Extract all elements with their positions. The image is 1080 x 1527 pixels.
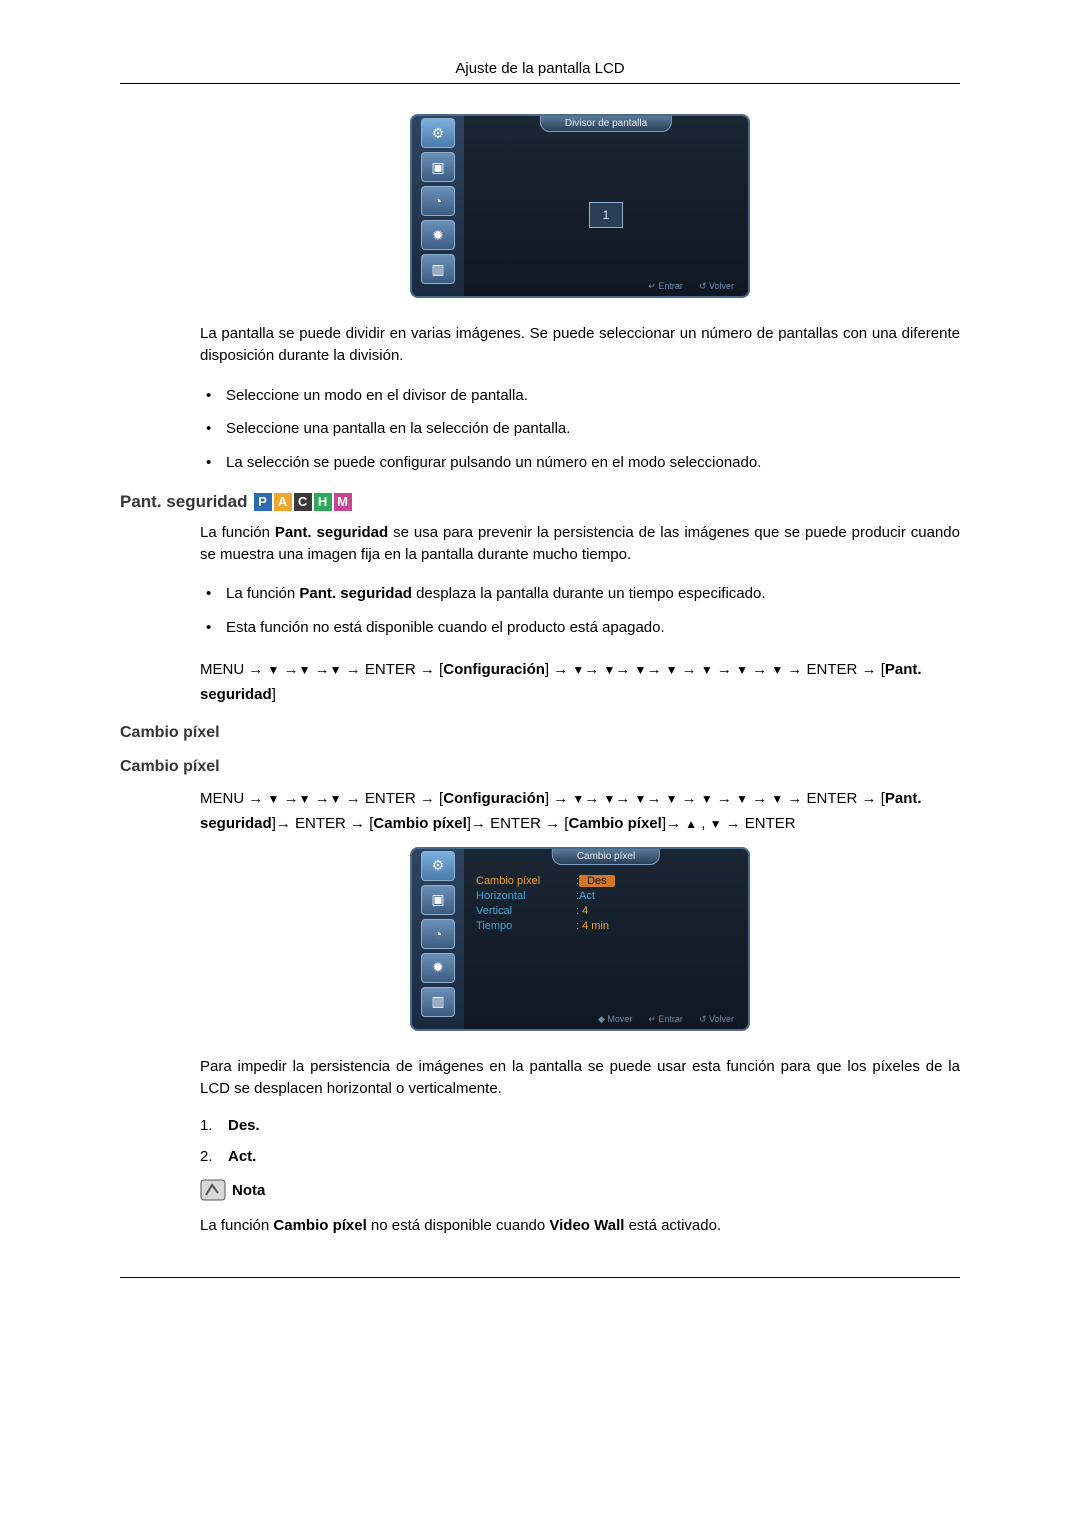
intro-paragraph: La pantalla se puede dividir en varias i… xyxy=(200,323,960,367)
osd-side-icon: ▥ xyxy=(421,987,455,1017)
note-paragraph: La función Cambio píxel no está disponib… xyxy=(200,1215,960,1237)
section-heading-pant-seguridad: Pant. seguridad xyxy=(120,492,248,512)
mode-badges: P A C H M xyxy=(254,493,352,511)
menu-path-cambio-pixel: MENU → ▼ →▼ →▼ → ENTER → [Configuración]… xyxy=(200,786,960,837)
bullet-item: Esta función no está disponible cuando e… xyxy=(200,617,960,639)
bullet-item: Seleccione una pantalla en la selección … xyxy=(200,418,960,440)
bullet-item: La selección se puede configurar pulsand… xyxy=(200,452,960,474)
osd-tab-label: Divisor de pantalla xyxy=(540,115,672,132)
osd-side-icon: ◔ xyxy=(421,186,455,216)
osd-row-label: Tiempo xyxy=(476,920,576,932)
osd-footer-entrar: ↵ Entrar xyxy=(648,1014,683,1025)
osd-row-value: : 4 min xyxy=(576,920,636,932)
page-title: Ajuste de la pantalla LCD xyxy=(120,60,960,84)
osd-footer-volver: ↺ Volver xyxy=(699,281,734,292)
list-item: 1.Des. xyxy=(200,1117,960,1134)
badge-h-icon: H xyxy=(314,493,332,511)
osd-footer-volver: ↺ Volver xyxy=(699,1014,734,1025)
badge-p-icon: P xyxy=(254,493,272,511)
sub-heading-cambio-pixel-2: Cambio píxel xyxy=(120,758,960,776)
badge-c-icon: C xyxy=(294,493,312,511)
bullet-item: Seleccione un modo en el divisor de pant… xyxy=(200,385,960,407)
osd-tab-label: Cambio píxel xyxy=(552,848,660,865)
badge-a-icon: A xyxy=(274,493,292,511)
osd-footer-entrar: ↵ Entrar xyxy=(648,281,683,292)
osd-side-icon: ▣ xyxy=(421,885,455,915)
sub-heading-cambio-pixel: Cambio píxel xyxy=(120,724,960,742)
badge-m-icon: M xyxy=(334,493,352,511)
osd-side-icon: ⚙ xyxy=(421,118,455,148)
osd-row-value: Act xyxy=(579,890,639,902)
osd-row-label: Horizontal xyxy=(476,890,576,902)
list-item: 2.Act. xyxy=(200,1148,960,1165)
osd-side-icon: ▣ xyxy=(421,152,455,182)
footer-rule xyxy=(120,1277,960,1278)
osd-row-value: : 4 xyxy=(576,905,636,917)
note-icon xyxy=(200,1179,226,1201)
menu-path-pant-seguridad: MENU → ▼ →▼ →▼ → ENTER → [Configuración]… xyxy=(200,657,960,708)
osd-footer-mover: ◆ Mover xyxy=(598,1014,632,1025)
osd-divisor-screenshot: ⚙ ▣ ◔ ✹ ▥ Divisor de pantalla 1 ↵ Entrar… xyxy=(200,114,960,298)
osd-side-icon: ✹ xyxy=(421,953,455,983)
osd-side-icon: ✹ xyxy=(421,220,455,250)
pant-seguridad-paragraph: La función Pant. seguridad se usa para p… xyxy=(200,522,960,566)
note-label: Nota xyxy=(232,1182,265,1199)
osd-side-icon: ▥ xyxy=(421,254,455,284)
osd-row-value: Des xyxy=(579,875,615,887)
bullet-item: La función Pant. seguridad desplaza la p… xyxy=(200,583,960,605)
osd-side-icon: ⚙ xyxy=(421,851,455,881)
osd-cambio-pixel-screenshot: ⚙ ▣ ◔ ✹ ▥ Cambio píxel Cambio píxel : De… xyxy=(200,847,960,1031)
cambio-pixel-paragraph: Para impedir la persistencia de imágenes… xyxy=(200,1056,960,1100)
osd-row-label: Cambio píxel xyxy=(476,875,576,887)
osd-center-value: 1 xyxy=(589,202,623,228)
osd-side-icon: ◔ xyxy=(421,919,455,949)
osd-row-label: Vertical xyxy=(476,905,576,917)
